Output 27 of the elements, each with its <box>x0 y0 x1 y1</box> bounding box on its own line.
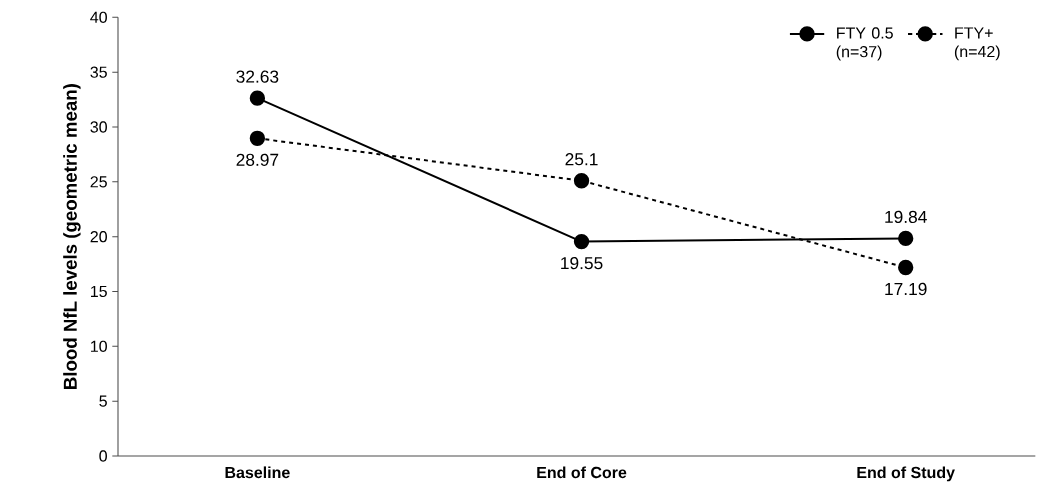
point <box>249 90 266 106</box>
point <box>573 173 590 189</box>
legend-label: FTY+ (n=42) <box>954 27 1000 61</box>
point <box>898 259 914 276</box>
data-label: 19.84 <box>885 210 927 224</box>
y-tick-label: 10 <box>91 340 107 352</box>
y-tick-label: 35 <box>90 66 107 78</box>
y-tick-label: 30 <box>90 121 107 133</box>
point <box>249 130 266 146</box>
data-label: 32.63 <box>236 70 279 83</box>
data-label: 19.55 <box>561 256 603 270</box>
y-tick-label: 15 <box>91 285 107 298</box>
x-tick-label: End of Study <box>857 466 955 482</box>
y-tick-label: 0 <box>99 450 107 462</box>
y-tick-label: 20 <box>90 231 107 243</box>
y-tick-label: 40 <box>90 11 107 23</box>
x-tick-label: End of Core <box>537 466 627 479</box>
x-tick-label: Baseline <box>225 466 290 479</box>
point <box>573 233 590 250</box>
y-axis-title: Blood NfL levels (geometric mean) <box>63 84 81 389</box>
data-label: 28.97 <box>236 153 279 166</box>
point <box>898 230 914 247</box>
y-tick-label: 5 <box>99 395 107 407</box>
data-label: 25.1 <box>565 153 598 166</box>
legend-label: FTY 0.5 (n=37) <box>836 27 893 61</box>
y-tick-label: 25 <box>90 176 107 188</box>
data-label: 17.19 <box>885 282 927 296</box>
